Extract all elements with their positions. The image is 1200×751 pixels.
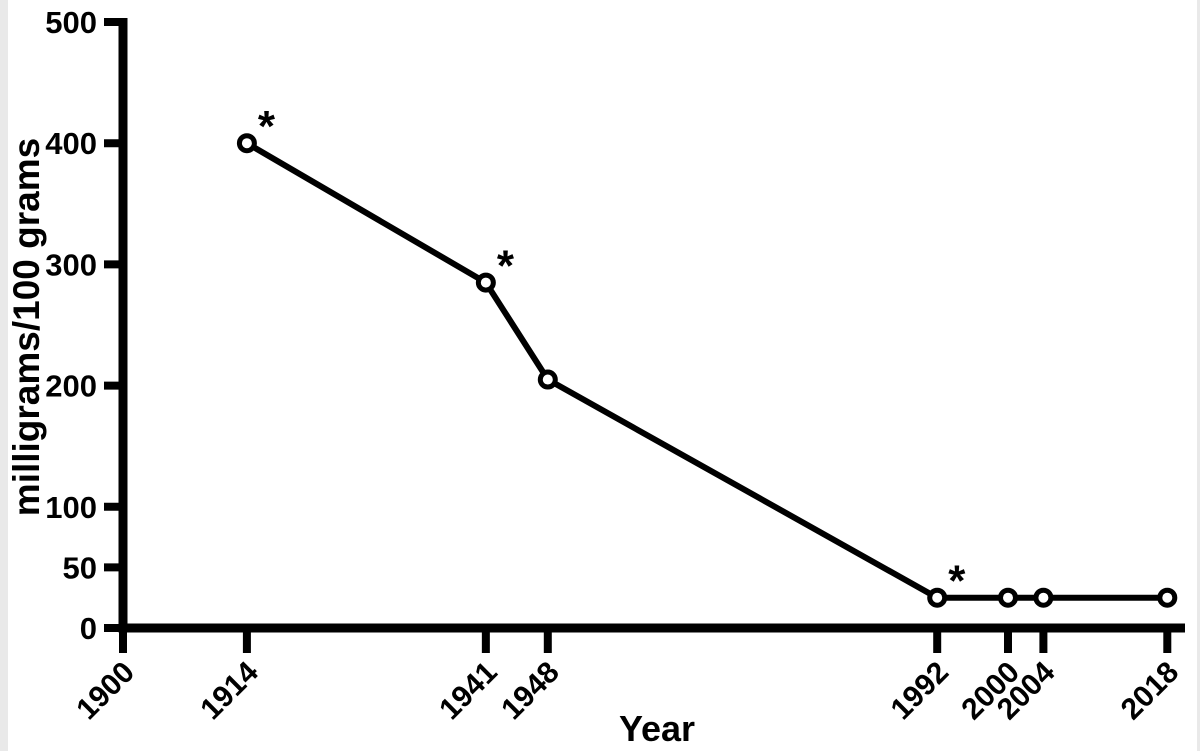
x-axis-title: Year: [618, 708, 696, 749]
data-point-marker: [927, 587, 948, 608]
x-tick-label: 2018: [1115, 656, 1186, 727]
x-tick-label: 1948: [495, 656, 566, 727]
y-tick-label: 50: [63, 550, 97, 585]
data-point-marker: [236, 133, 257, 154]
y-axis-title: milligrams/100 grams: [6, 137, 47, 517]
data-point-marker: [475, 272, 496, 293]
x-tick-label: 1900: [70, 656, 141, 727]
right-edge-shade: [1197, 0, 1200, 751]
y-tick-label: 400: [45, 126, 97, 161]
y-tick-label: 200: [45, 369, 97, 404]
y-tick-label: 500: [45, 5, 97, 40]
x-tick-label: 1941: [433, 656, 504, 727]
x-tick-label: 1992: [885, 656, 956, 727]
data-point-marker: [1033, 587, 1054, 608]
data-point-marker: [998, 587, 1018, 608]
significance-star: *: [258, 102, 276, 151]
significance-star: *: [497, 242, 515, 291]
left-edge-shade: [0, 0, 8, 751]
significance-star: *: [948, 557, 966, 606]
data-point-marker: [1157, 587, 1178, 608]
data-line: [243, 140, 1171, 601]
x-tick-label: 1914: [194, 655, 265, 726]
y-tick-label: 100: [45, 490, 97, 525]
data-point-marker: [537, 369, 558, 390]
y-tick-label: 300: [45, 247, 97, 282]
y-tick-label: 0: [80, 611, 97, 646]
